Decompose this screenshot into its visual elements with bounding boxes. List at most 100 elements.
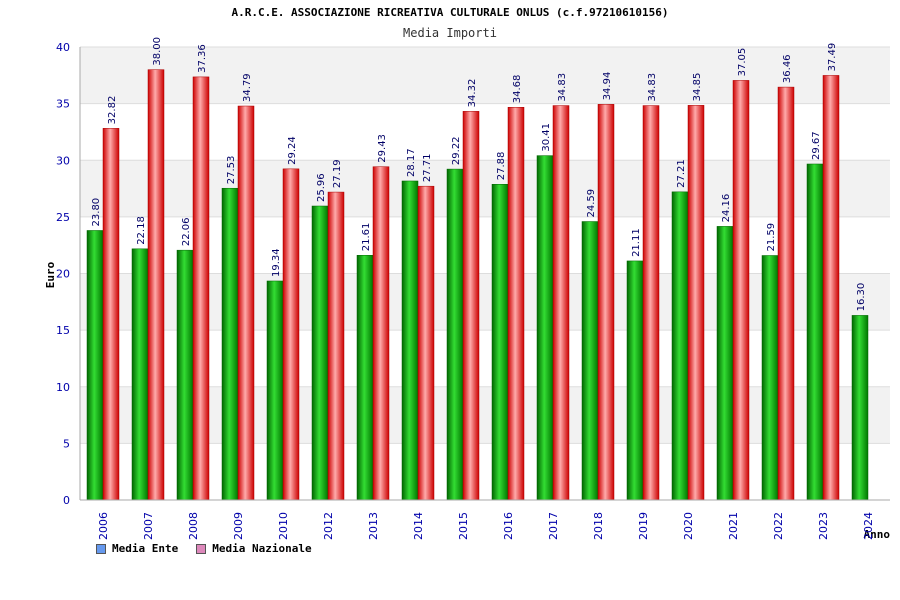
bar-media-nazionale-2023 <box>822 75 840 501</box>
data-label: 27.71 <box>422 154 433 183</box>
bar-media-nazionale-2010 <box>282 168 300 501</box>
data-label: 34.83 <box>647 73 658 102</box>
data-label: 37.05 <box>737 48 748 77</box>
data-label: 27.21 <box>676 159 687 188</box>
data-label: 28.17 <box>406 148 417 177</box>
bar-media-ente-2013 <box>356 255 374 501</box>
bar-media-ente-2024 <box>851 315 869 501</box>
data-label: 32.82 <box>107 96 118 125</box>
bar-media-ente-2009 <box>221 187 239 501</box>
x-tick-label: 2020 <box>682 512 695 540</box>
chart-subtitle: Media Importi <box>403 26 497 40</box>
y-axis-label: Euro <box>44 261 57 288</box>
grid-band <box>80 273 890 331</box>
bar-media-nazionale-2013 <box>372 166 390 501</box>
bar-media-nazionale-2007 <box>147 69 165 501</box>
y-tick-label: 40 <box>56 41 70 54</box>
x-tick-label: 2010 <box>277 512 290 540</box>
x-tick-label: 2015 <box>457 512 470 540</box>
grid-band <box>80 160 890 217</box>
data-label: 21.11 <box>631 228 642 257</box>
data-label: 27.19 <box>332 159 343 188</box>
bar-media-ente-2021 <box>716 226 734 501</box>
x-tick-label: 2008 <box>187 512 200 540</box>
x-tick-label: 2022 <box>772 512 785 540</box>
data-label: 34.68 <box>512 75 523 104</box>
bar-media-ente-2006 <box>86 230 104 501</box>
x-tick-label: 2019 <box>637 512 650 540</box>
bar-media-ente-2017 <box>536 155 554 501</box>
data-label: 29.22 <box>451 136 462 165</box>
bar-media-ente-2012 <box>311 205 329 501</box>
data-label: 27.88 <box>496 152 507 181</box>
grid-band <box>80 103 890 161</box>
data-label: 38.00 <box>152 37 163 66</box>
data-label: 37.49 <box>827 43 838 72</box>
bar-media-nazionale-2016 <box>507 106 525 501</box>
grid-band <box>80 216 890 274</box>
data-label: 21.61 <box>361 223 372 252</box>
bar-media-ente-2008 <box>176 249 194 501</box>
legend: Media Ente Media Nazionale <box>96 542 312 555</box>
data-label: 34.83 <box>557 73 568 102</box>
data-label: 23.80 <box>91 198 102 227</box>
x-tick-label: 2009 <box>232 512 245 540</box>
bar-media-ente-2020 <box>671 191 689 501</box>
bar-media-nazionale-2022 <box>777 86 795 501</box>
data-label: 29.67 <box>811 131 822 160</box>
x-tick-label: 2018 <box>592 512 605 540</box>
bar-media-ente-2018 <box>581 221 599 501</box>
grid-band <box>80 386 890 444</box>
bar-media-nazionale-2008 <box>192 76 210 501</box>
x-tick-label: 2017 <box>547 512 560 540</box>
x-axis-label: Anno <box>864 528 891 541</box>
x-tick-label: 2006 <box>97 512 110 540</box>
x-tick-label: 2021 <box>727 512 740 540</box>
data-label: 16.30 <box>856 283 867 312</box>
grid-band <box>80 443 890 500</box>
x-tick-label: 2013 <box>367 512 380 540</box>
data-label: 36.46 <box>782 54 793 83</box>
data-label: 24.16 <box>721 194 732 223</box>
legend-swatch-media-nazionale <box>196 543 207 554</box>
y-tick-label: 20 <box>56 268 70 281</box>
bar-media-nazionale-2018 <box>597 104 615 501</box>
bar-media-nazionale-2009 <box>237 105 255 501</box>
data-label: 34.79 <box>242 73 253 102</box>
y-tick-label: 35 <box>56 98 70 111</box>
data-label: 21.59 <box>766 223 777 252</box>
grid-band <box>80 47 890 104</box>
data-label: 29.24 <box>287 136 298 165</box>
bar-media-nazionale-2021 <box>732 80 750 501</box>
bar-media-ente-2007 <box>131 248 149 501</box>
data-label: 25.96 <box>316 173 327 202</box>
x-tick-label: 2023 <box>817 512 830 540</box>
bar-media-ente-2016 <box>491 184 509 501</box>
y-tick-label: 10 <box>56 381 70 394</box>
y-tick-label: 15 <box>56 324 70 337</box>
data-label: 22.06 <box>181 218 192 247</box>
legend-item-media-ente: Media Ente <box>96 542 178 555</box>
bar-media-ente-2019 <box>626 260 644 501</box>
bar-media-ente-2010 <box>266 280 284 501</box>
x-tick-label: 2014 <box>412 512 425 540</box>
grid-band <box>80 330 890 387</box>
data-label: 22.18 <box>136 216 147 245</box>
data-label: 34.94 <box>602 72 613 101</box>
bar-media-ente-2014 <box>401 180 419 501</box>
x-tick-label: 2024 <box>862 512 875 540</box>
bar-media-ente-2015 <box>446 168 464 501</box>
data-label: 37.36 <box>197 44 208 73</box>
y-tick-label: 25 <box>56 211 70 224</box>
bar-media-nazionale-2017 <box>552 105 570 501</box>
bar-media-nazionale-2012 <box>327 191 345 501</box>
data-label: 19.34 <box>271 248 282 277</box>
bar-media-nazionale-2006 <box>102 128 120 501</box>
data-label: 29.43 <box>377 134 388 163</box>
y-tick-label: 0 <box>63 494 70 507</box>
bar-media-ente-2023 <box>806 163 824 501</box>
x-tick-label: 2012 <box>322 512 335 540</box>
bar-media-ente-2022 <box>761 255 779 501</box>
x-tick-label: 2016 <box>502 512 515 540</box>
